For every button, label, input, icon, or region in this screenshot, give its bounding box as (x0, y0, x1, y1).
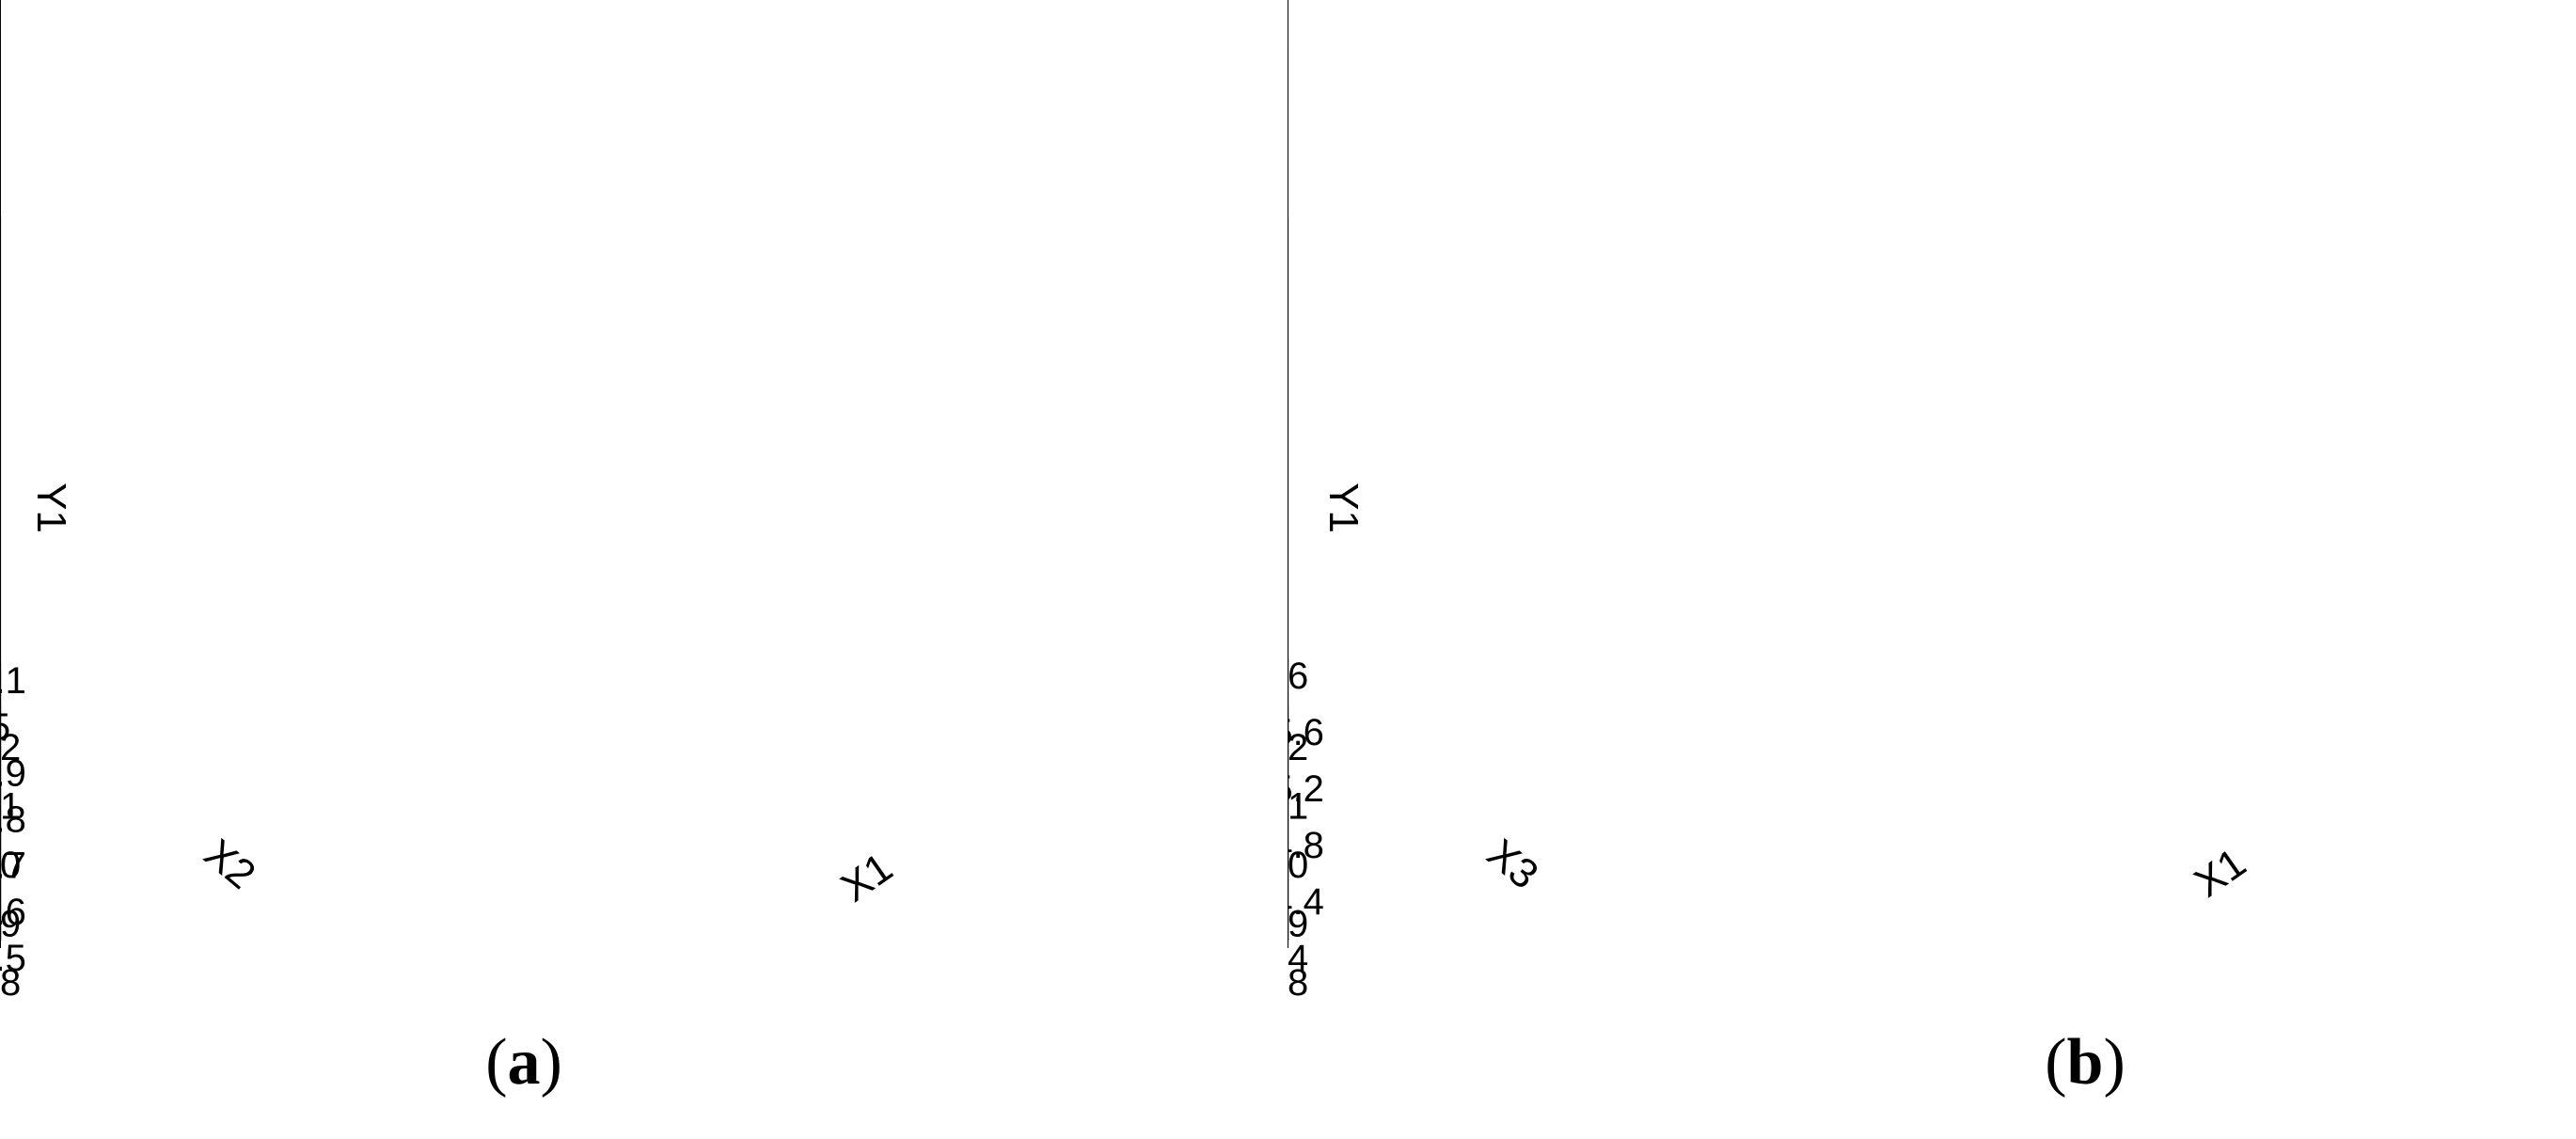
y-tick-label: 14 (1288, 938, 1308, 979)
x-tick-label: 30 (1288, 845, 1308, 886)
y-tick-label: 15.2 (1288, 768, 1324, 810)
y-tick-label: 4.5 (0, 938, 26, 979)
x-tick-label: 32 (1288, 727, 1308, 768)
x-tick-label: 29 (0, 904, 21, 945)
y-tick-label: 4.6 (0, 892, 26, 933)
y-axis-label: X3 (1478, 831, 1547, 898)
x-axis-label: X1 (2187, 840, 2254, 907)
x-tick-label: 29 (1288, 904, 1308, 945)
x-axis-label: X1 (833, 845, 901, 911)
y-tick-label: 14.4 (1288, 881, 1324, 923)
y-tick-label: 14.8 (1288, 825, 1324, 866)
surface-plot-b: 28293031321414.414.815.215.6164246505458… (1288, 0, 2254, 1004)
y-axis-label: X2 (196, 831, 264, 898)
panel-caption-a: (a) (485, 1026, 562, 1099)
caption-letter-b: b (2066, 1026, 2104, 1099)
surface-plot-a: 28293031324.54.64.74.84.955.142465054586… (0, 0, 901, 1004)
y-tick-label: 5 (0, 706, 10, 748)
x-tick-label: 28 (1288, 962, 1308, 1004)
caption-letter-a: a (507, 1026, 541, 1099)
y-tick-label: 15.6 (1288, 712, 1324, 753)
x-tick-label: 31 (1288, 786, 1308, 828)
y-tick-label: 16 (1288, 656, 1308, 697)
x-tick-label: 32 (0, 727, 21, 768)
panel-caption-b: (b) (2045, 1026, 2126, 1099)
y-tick-label: 4.7 (0, 846, 26, 887)
z-axis-label: Y1 (1320, 482, 1367, 533)
tick-labels-1: 28293031321414.414.815.215.6164246505458… (1288, 656, 1324, 1004)
x-tick-label: 30 (0, 845, 21, 886)
z-axis-label: Y1 (28, 482, 74, 533)
tick-labels-0: 28293031324.54.64.74.84.955.142465054586… (0, 660, 26, 1004)
x-tick-label: 28 (0, 962, 21, 1004)
x-tick-label: 31 (0, 786, 21, 828)
y-tick-label: 4.8 (0, 799, 26, 841)
y-tick-label: 5.1 (0, 660, 26, 702)
y-tick-label: 4.9 (0, 752, 26, 794)
